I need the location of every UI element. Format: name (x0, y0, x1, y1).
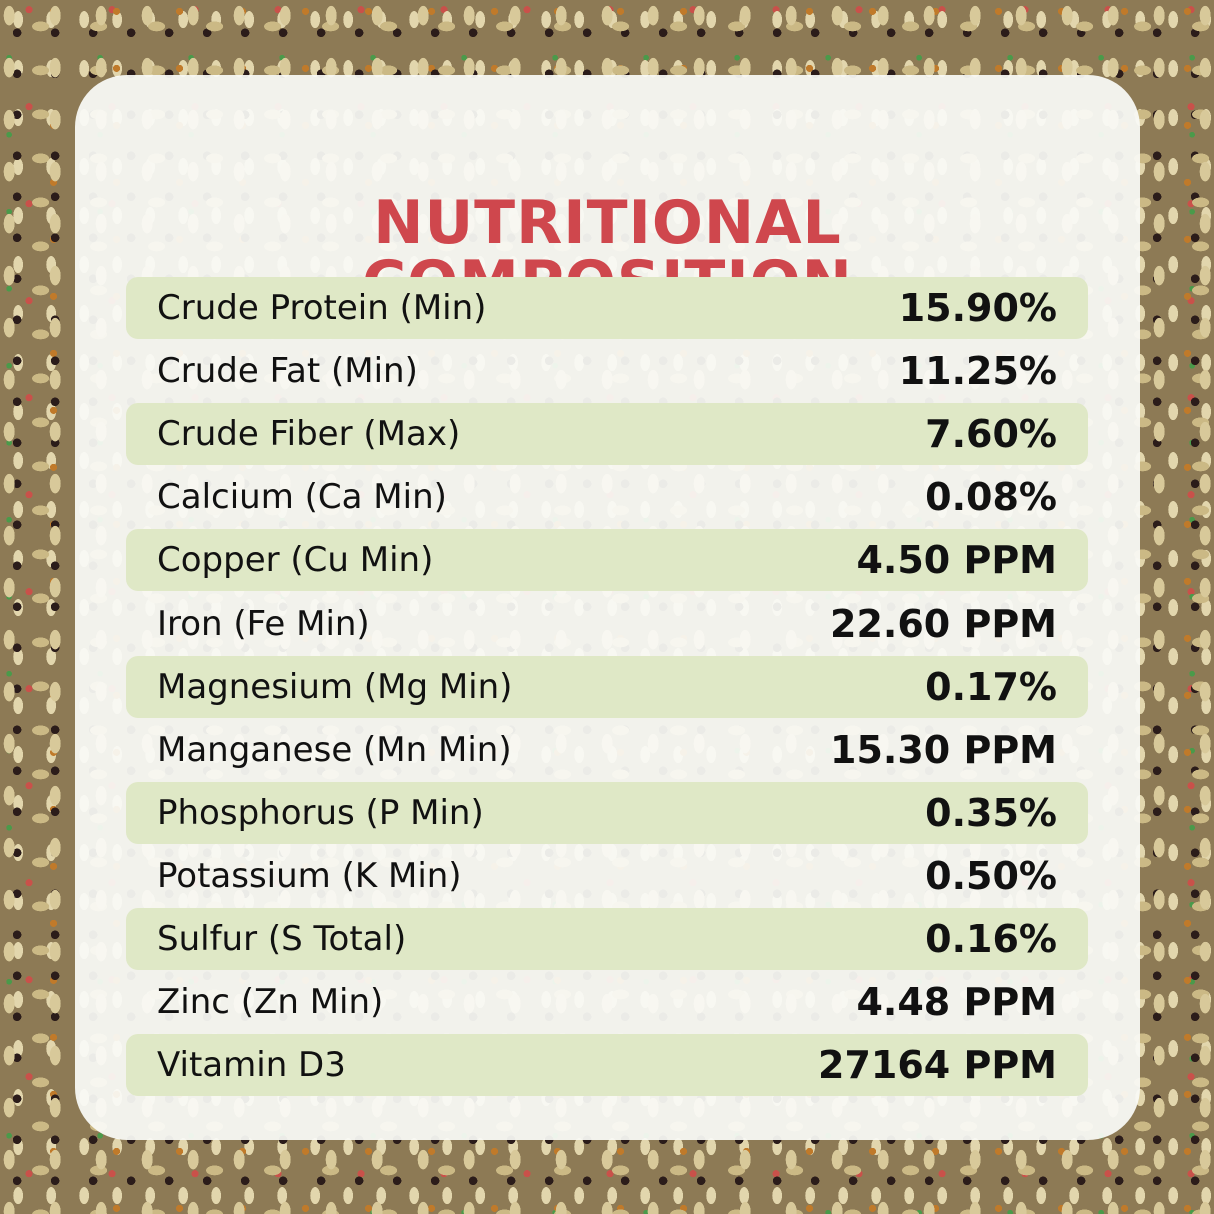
nutrient-value: 0.08% (925, 475, 1057, 520)
table-row: Phosphorus (P Min) 0.35% (126, 781, 1088, 844)
nutrient-value: 0.35% (925, 790, 1057, 835)
nutrient-value: 22.60 PPM (830, 601, 1057, 646)
table-row: Copper (Cu Min) 4.50 PPM (126, 529, 1088, 592)
nutrient-name: Manganese (Mn Min) (157, 729, 512, 770)
table-row: Zinc (Zn Min) 4.48 PPM (126, 971, 1088, 1033)
nutrient-value: 0.16% (925, 917, 1057, 961)
table-row: Manganese (Mn Min) 15.30 PPM (126, 719, 1088, 781)
nutrient-name: Iron (Fe Min) (157, 603, 370, 644)
nutrient-value: 15.30 PPM (830, 727, 1057, 772)
nutrient-name: Copper (Cu Min) (157, 540, 434, 581)
title-line: NUTRITIONAL (373, 188, 842, 258)
nutrient-name: Magnesium (Mg Min) (157, 666, 513, 707)
table-row: Crude Protein (Min) 15.90% (126, 277, 1088, 339)
nutrient-value: 4.50 PPM (856, 538, 1057, 583)
nutrient-value: 4.48 PPM (856, 980, 1057, 1025)
nutrient-value: 27164 PPM (818, 1043, 1057, 1088)
table-row: Sulfur (S Total) 0.16% (126, 908, 1088, 970)
table-row: Crude Fat (Min) 11.25% (126, 340, 1088, 402)
table-row: Magnesium (Mg Min) 0.17% (126, 655, 1088, 718)
table-row: Iron (Fe Min) 22.60 PPM (126, 593, 1088, 655)
nutrient-value: 7.60% (925, 412, 1057, 457)
nutrient-name: Vitamin D3 (157, 1045, 346, 1086)
table-row: Potassium (K Min) 0.50% (126, 845, 1088, 907)
nutrient-name: Zinc (Zn Min) (157, 982, 384, 1023)
table-row: Crude Fiber (Max) 7.60% (126, 403, 1088, 466)
table-row: Calcium (Ca Min) 0.08% (126, 466, 1088, 528)
nutrient-name: Potassium (K Min) (157, 855, 462, 896)
nutrient-value: 0.17% (925, 664, 1057, 709)
nutrient-value: 0.50% (925, 853, 1057, 898)
nutrient-name: Sulfur (S Total) (157, 919, 407, 959)
nutrient-name: Crude Fiber (Max) (157, 414, 461, 455)
nutrient-name: Crude Protein (Min) (157, 288, 487, 328)
nutrient-name: Calcium (Ca Min) (157, 477, 447, 518)
nutrient-name: Phosphorus (P Min) (157, 792, 484, 833)
nutrient-value: 11.25% (898, 349, 1057, 394)
nutrient-value: 15.90% (898, 286, 1057, 330)
table-row: Vitamin D3 27164 PPM (126, 1034, 1088, 1097)
nutrient-name: Crude Fat (Min) (157, 351, 418, 392)
card: NUTRITIONAL COMPOSITION Crude Protein (M… (75, 75, 1140, 1140)
